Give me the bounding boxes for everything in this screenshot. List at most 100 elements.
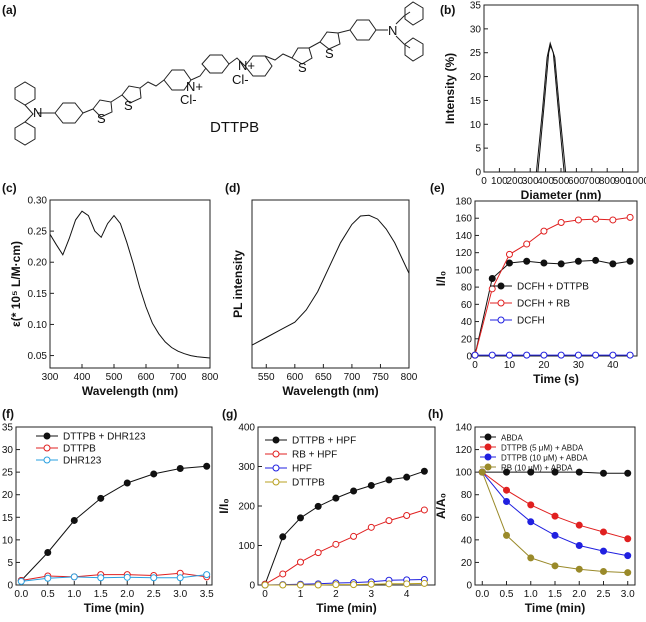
legend-marker-g xyxy=(272,436,280,444)
y-axis-label-e: I/I₀ xyxy=(434,271,448,286)
data-point-e-2 xyxy=(523,351,531,359)
x-tick-label: 3.0 xyxy=(621,589,635,600)
atom-n-plus-1: N+ xyxy=(186,79,203,94)
x-tick-label: 0.5 xyxy=(41,589,55,600)
y-tick-label: 5 xyxy=(7,558,13,569)
y-axis-label-c: ε(* 10⁵ L/M·cm) xyxy=(9,241,23,327)
y-tick-label: 10 xyxy=(2,535,14,546)
y-tick-label: 140 xyxy=(455,231,472,242)
data-point-e-2 xyxy=(505,351,513,359)
x-tick-label: 1.0 xyxy=(524,589,538,600)
x-axis-label-b: Diameter (nm) xyxy=(521,188,602,202)
data-point-e-0 xyxy=(505,259,513,267)
x-tick-label: 600 xyxy=(138,372,155,383)
data-point-h-0 xyxy=(527,468,535,476)
ring-right-phenyl-core xyxy=(349,19,377,41)
bond-vinyl-left xyxy=(139,79,165,89)
data-point-h-3 xyxy=(503,531,511,539)
data-point-f-0 xyxy=(176,465,184,473)
data-point-f-2 xyxy=(44,574,52,582)
data-point-f-2 xyxy=(97,574,105,582)
data-point-h-2 xyxy=(624,552,632,560)
data-point-g-3 xyxy=(350,581,358,589)
data-point-f-0 xyxy=(150,470,158,478)
data-point-e-0 xyxy=(523,257,531,265)
x-tick-label: 100 xyxy=(491,176,508,187)
y-tick-label: 25 xyxy=(470,48,482,59)
y-tick-label: 60 xyxy=(461,513,473,524)
y-tick-label: 100 xyxy=(238,541,255,552)
y-tick-label: 20 xyxy=(2,490,14,501)
bond-thiophene-link xyxy=(110,94,123,103)
y-tick-label: 5 xyxy=(475,144,481,155)
x-tick-label: 20 xyxy=(538,360,550,371)
legend-entry-g: DTTPB xyxy=(292,478,325,489)
data-point-h-3 xyxy=(478,468,486,476)
legend-entry-h: DTTPB (10 μM) + ABDA xyxy=(501,454,588,463)
x-tick-label: 40 xyxy=(607,360,619,371)
y-tick-label: 35 xyxy=(470,1,482,12)
data-point-g-0 xyxy=(296,514,304,522)
legend-marker-e xyxy=(497,316,505,324)
data-point-f-2 xyxy=(70,573,78,581)
data-point-e-1 xyxy=(626,213,634,221)
legend-marker-e xyxy=(497,282,505,290)
x-tick-label: 750 xyxy=(372,372,389,383)
data-point-h-2 xyxy=(527,518,535,526)
series-line-e-1 xyxy=(474,216,631,356)
x-tick-label: 700 xyxy=(344,372,361,383)
data-point-h-3 xyxy=(624,569,632,577)
legend-marker-g xyxy=(272,464,280,472)
x-axis-label-d: Wavelength (nm) xyxy=(282,384,378,398)
panel-label-h: (h) xyxy=(428,407,443,421)
y-tick-label: 0 xyxy=(466,352,472,363)
bond-thiophene-aryl xyxy=(337,29,351,34)
y-tick-label: 0 xyxy=(475,168,481,179)
data-point-g-0 xyxy=(385,476,393,484)
data-point-e-0 xyxy=(540,259,548,267)
data-point-h-3 xyxy=(599,567,607,575)
data-point-g-3 xyxy=(261,581,269,589)
x-tick-label: 300 xyxy=(522,176,539,187)
y-tick-label: 20 xyxy=(461,558,473,569)
panel-label-b: (b) xyxy=(440,3,455,17)
y-tick-label: 0.10 xyxy=(28,320,48,331)
series-line-d-0 xyxy=(251,214,410,346)
x-axis-label-e: Time (s) xyxy=(533,372,579,386)
x-tick-label: 800 xyxy=(202,372,219,383)
x-tick-label: 700 xyxy=(583,176,600,187)
data-point-h-1 xyxy=(575,521,583,529)
bond-n2-bottom xyxy=(395,35,411,49)
legend-entry-g: DTTPB + HPF xyxy=(292,436,356,447)
data-point-h-0 xyxy=(599,469,607,477)
bond-n2-top xyxy=(395,11,411,25)
data-point-h-2 xyxy=(599,547,607,555)
data-point-g-3 xyxy=(296,581,304,589)
y-tick-label: 0.20 xyxy=(28,258,48,269)
series-line-g-0 xyxy=(264,470,425,585)
data-point-h-1 xyxy=(624,535,632,543)
x-tick-label: 0 xyxy=(472,360,478,371)
x-tick-label: 0 xyxy=(481,176,487,187)
bond-benzyl-right xyxy=(228,57,246,67)
atom-n1: N xyxy=(33,105,42,120)
data-point-e-0 xyxy=(609,260,617,268)
atom-cl-1: Cl- xyxy=(180,92,197,107)
panel-label-g: (g) xyxy=(222,407,237,421)
x-tick-label: 0.0 xyxy=(475,589,489,600)
legend-marker-f xyxy=(43,444,51,452)
y-tick-label: 25 xyxy=(2,468,14,479)
data-point-e-2 xyxy=(557,351,565,359)
data-point-g-3 xyxy=(403,580,411,588)
x-tick-label: 1.5 xyxy=(94,589,108,600)
data-point-g-3 xyxy=(367,580,375,588)
data-point-h-2 xyxy=(503,497,511,505)
data-point-g-1 xyxy=(367,523,375,531)
legend-marker-h xyxy=(484,443,492,451)
x-tick-label: 500 xyxy=(553,176,570,187)
y-tick-label: 0 xyxy=(466,581,472,592)
data-point-h-0 xyxy=(575,468,583,476)
plot-frame-g xyxy=(257,426,436,586)
